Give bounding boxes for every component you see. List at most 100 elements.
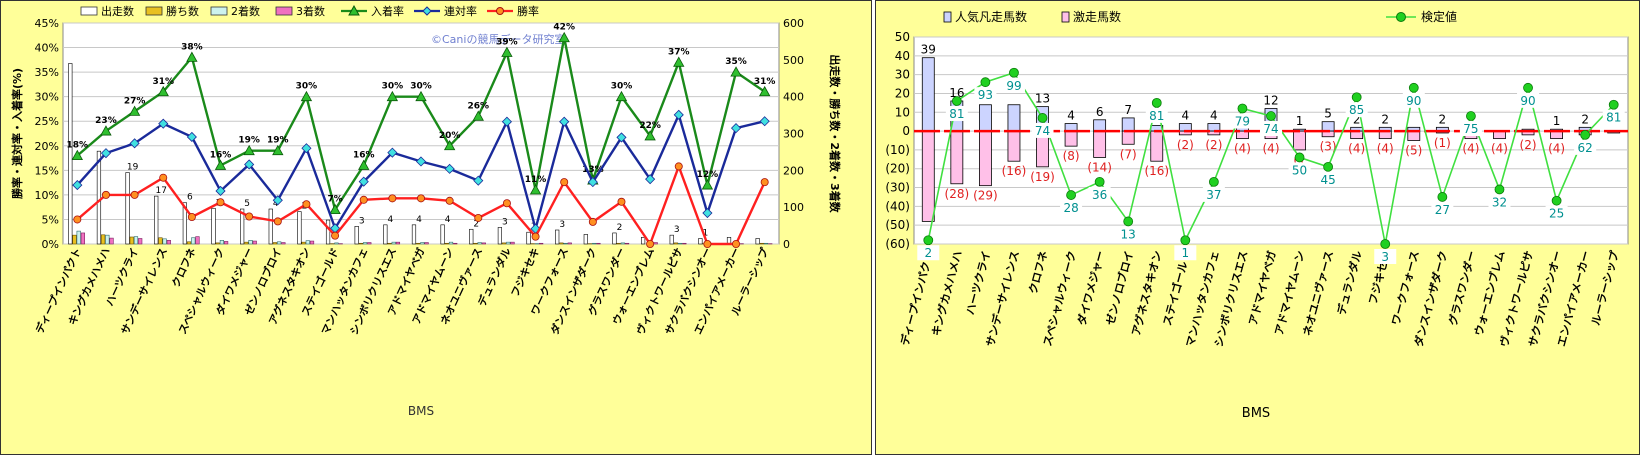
kentei-value-label: 1	[1181, 246, 1189, 260]
kentei-value-label: 37	[1206, 188, 1221, 202]
legend-marker	[423, 7, 431, 15]
kentei-point	[1438, 192, 1447, 201]
data-label-入着率: 22%	[639, 121, 661, 131]
neg-value-label: (4)	[1462, 142, 1479, 156]
win-bar	[474, 243, 478, 244]
data-label-入着率: 39%	[496, 37, 518, 47]
kentei-value-label: 25	[1549, 207, 1564, 221]
bar-value-label: 3	[559, 220, 565, 230]
second-bar	[163, 239, 167, 244]
pos-bar	[1094, 120, 1106, 131]
neg-value-label: (14)	[1087, 160, 1112, 174]
data-label-入着率: 30%	[611, 82, 633, 92]
run-bar	[641, 237, 645, 244]
neg-bar	[979, 131, 991, 186]
kentei-point	[1209, 177, 1218, 186]
second-bar	[592, 243, 596, 244]
legend-label: 検定値	[1421, 9, 1457, 24]
third-bar	[138, 238, 142, 244]
x-axis-title: BMS	[1242, 406, 1270, 421]
category-label: デュランダル	[1334, 249, 1365, 316]
kentei-value-label: 74	[1035, 124, 1050, 138]
run-bar	[212, 208, 216, 244]
point-勝率	[217, 199, 224, 206]
y-right-tick-label: 500	[783, 54, 804, 67]
pos-value-label: 2	[1581, 112, 1589, 126]
win-bar	[359, 243, 363, 244]
neg-bar	[922, 131, 934, 221]
data-label-入着率: 11%	[525, 175, 547, 185]
neg-value-label: (16)	[1002, 164, 1027, 178]
run-bar	[298, 212, 302, 244]
category-label: ウォーエンブレム	[1471, 249, 1507, 337]
second-bar	[363, 243, 367, 244]
run-bar	[154, 196, 158, 244]
category-label: アドマイヤベガ	[1246, 249, 1279, 327]
kentei-point	[1352, 93, 1361, 102]
bar-value-label: 3	[674, 225, 680, 235]
kentei-point	[1238, 104, 1247, 113]
kentei-point	[1324, 162, 1333, 171]
kentei-point	[1124, 217, 1133, 226]
third-bar	[597, 243, 601, 244]
kentei-point	[1152, 98, 1161, 107]
kentei-point	[1067, 191, 1076, 200]
bar-value-label: 6	[187, 193, 193, 203]
category-label: クロフネ	[1026, 249, 1050, 295]
neg-bar	[1294, 131, 1306, 150]
neg-value-label: (19)	[1030, 170, 1055, 184]
kentei-point	[1581, 130, 1590, 139]
legend-label: 激走馬数	[1073, 9, 1121, 24]
kentei-point	[981, 78, 990, 87]
neg-value-label: (2)	[1520, 138, 1537, 152]
win-bar	[216, 243, 220, 244]
run-bar	[441, 225, 445, 244]
kentei-value-label: 27	[1435, 203, 1450, 217]
y-right-tick-label: 600	[783, 17, 804, 30]
neg-bar	[1094, 131, 1106, 157]
run-bar	[699, 238, 703, 244]
neg-bar	[951, 131, 963, 184]
category-label: フジキセキ	[509, 246, 542, 299]
point-勝率	[503, 200, 510, 207]
y-left-tick-label: 30%	[35, 91, 59, 104]
point-勝率	[561, 179, 568, 186]
kentei-point	[1495, 185, 1504, 194]
third-bar	[625, 243, 629, 244]
second-bar	[678, 243, 682, 244]
y-right-tick-label: 400	[783, 91, 804, 104]
y-right-tick-label: 300	[783, 128, 804, 141]
category-label: ネオユニヴァース	[1300, 249, 1336, 337]
third-bar	[683, 243, 687, 244]
win-bar	[388, 243, 392, 244]
second-bar	[564, 243, 568, 244]
legend-label: 連対率	[444, 4, 477, 18]
run-bar	[384, 225, 388, 244]
kentei-point	[1381, 240, 1390, 249]
run-bar	[555, 230, 559, 244]
second-bar	[306, 241, 310, 244]
kentei-value-label: 85	[1349, 103, 1364, 117]
kentei-value-label: 81	[1149, 109, 1164, 123]
kentei-value-label: 13	[1121, 227, 1136, 241]
category-label: ルーラーシップ	[1588, 248, 1622, 327]
neg-value-label: (4)	[1263, 142, 1280, 156]
kentei-value-label: 2	[924, 246, 932, 260]
kentei-value-label: 90	[1520, 94, 1535, 108]
third-bar	[81, 233, 85, 244]
neg-value-label: (5)	[1405, 144, 1422, 158]
run-bar	[126, 173, 130, 244]
second-bar	[277, 242, 281, 244]
second-bar	[335, 243, 339, 244]
pos-value-label: 4	[1181, 109, 1189, 123]
third-bar	[310, 241, 314, 244]
kentei-point	[1466, 112, 1475, 121]
bar-value-label: 4	[416, 215, 422, 225]
y-left-tick-label: 40%	[35, 42, 59, 55]
kentei-point	[952, 96, 961, 105]
data-label-入着率: 19%	[238, 136, 260, 146]
category-label: グラスワンダー	[1445, 249, 1478, 327]
data-label-入着率: 31%	[754, 77, 776, 87]
neg-value-label: (8)	[1063, 149, 1080, 163]
